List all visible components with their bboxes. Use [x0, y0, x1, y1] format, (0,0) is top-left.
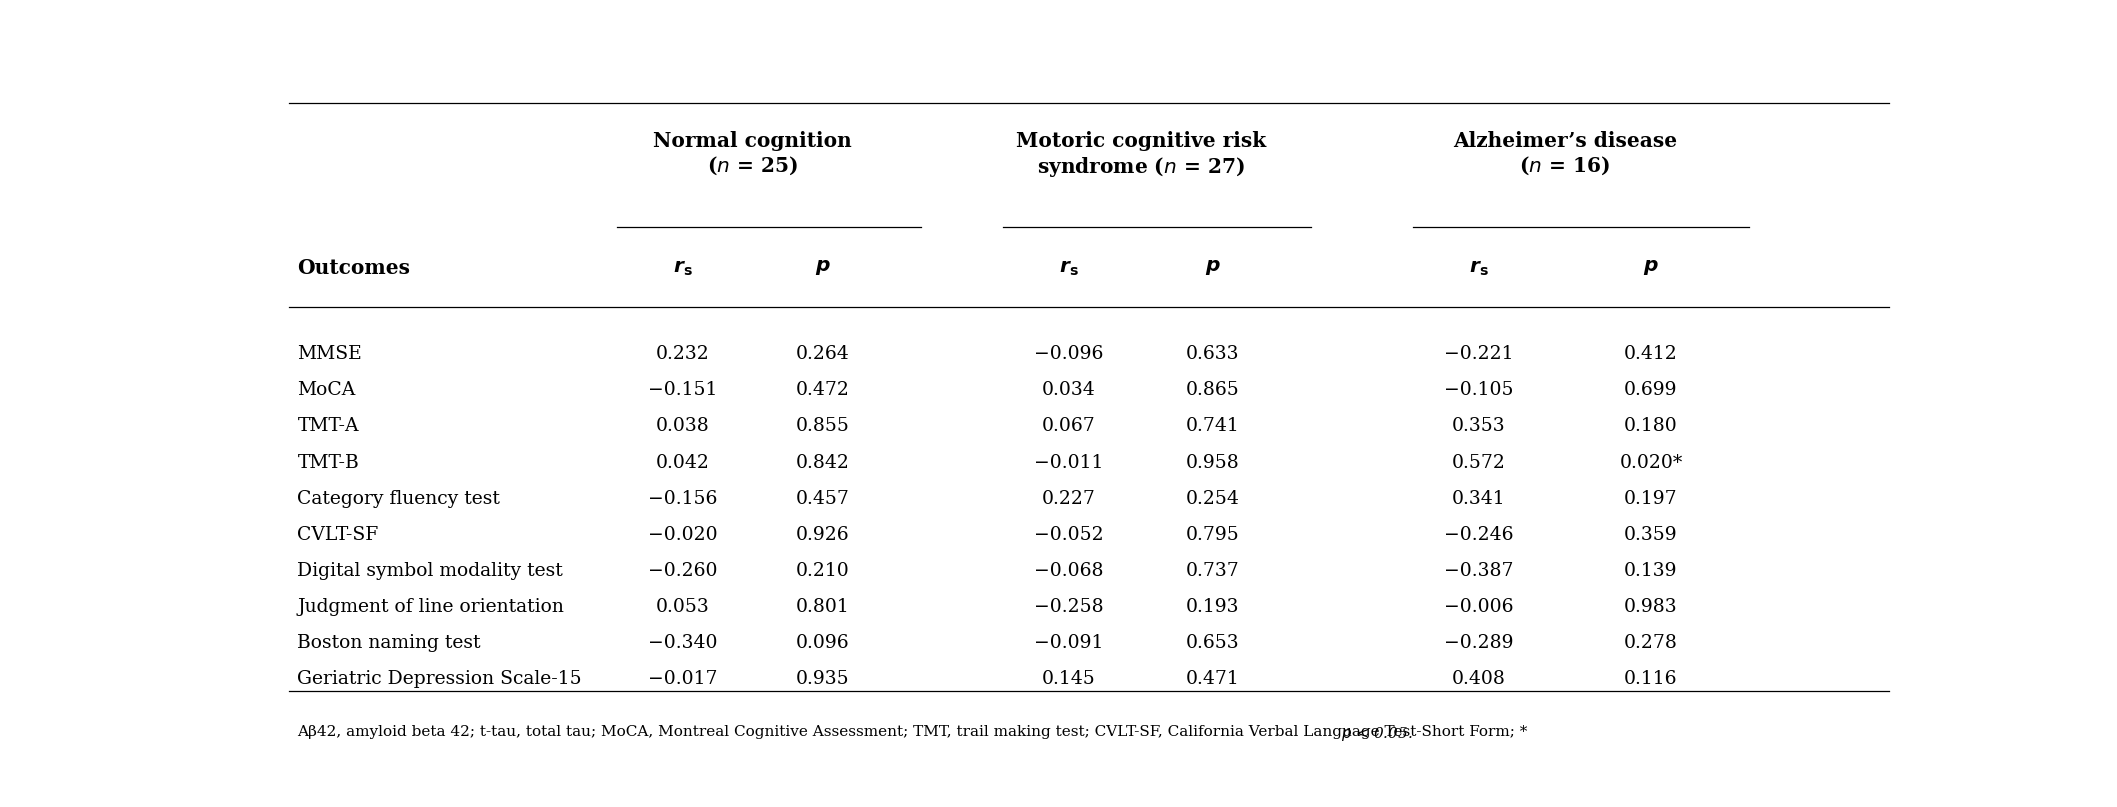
Text: 0.193: 0.193: [1186, 598, 1241, 616]
Text: $\bfit{p}$: $\bfit{p}$: [815, 258, 830, 278]
Text: Boston naming test: Boston naming test: [296, 633, 481, 652]
Text: −0.246: −0.246: [1444, 525, 1514, 544]
Text: $p$ < 0.05.: $p$ < 0.05.: [1340, 725, 1412, 743]
Text: Category fluency test: Category fluency test: [296, 490, 500, 508]
Text: 0.472: 0.472: [796, 382, 849, 399]
Text: 0.067: 0.067: [1042, 417, 1094, 436]
Text: −0.151: −0.151: [648, 382, 718, 399]
Text: $\bfit{p}$: $\bfit{p}$: [1205, 258, 1222, 278]
Text: 0.359: 0.359: [1624, 525, 1679, 544]
Text: 0.865: 0.865: [1186, 382, 1241, 399]
Text: Digital symbol modality test: Digital symbol modality test: [296, 562, 563, 579]
Text: 0.801: 0.801: [796, 598, 849, 616]
Text: Motoric cognitive risk
syndrome ($n$ = 27): Motoric cognitive risk syndrome ($n$ = 2…: [1016, 131, 1266, 178]
Text: 0.096: 0.096: [796, 633, 849, 652]
Text: 0.197: 0.197: [1624, 490, 1679, 508]
Text: Outcomes: Outcomes: [296, 258, 411, 278]
Text: TMT-B: TMT-B: [296, 454, 360, 471]
Text: $\bfit{r}_\mathbf{s}$: $\bfit{r}_\mathbf{s}$: [1469, 258, 1488, 278]
Text: Geriatric Depression Scale-15: Geriatric Depression Scale-15: [296, 670, 582, 688]
Text: 0.232: 0.232: [656, 345, 709, 363]
Text: 0.983: 0.983: [1624, 598, 1679, 616]
Text: −0.105: −0.105: [1444, 382, 1514, 399]
Text: Normal cognition
($n$ = 25): Normal cognition ($n$ = 25): [654, 131, 853, 177]
Text: −0.091: −0.091: [1033, 633, 1103, 652]
Text: 0.842: 0.842: [796, 454, 849, 471]
Text: 0.741: 0.741: [1186, 417, 1241, 436]
Text: Judgment of line orientation: Judgment of line orientation: [296, 598, 565, 616]
Text: −0.289: −0.289: [1444, 633, 1514, 652]
Text: −0.387: −0.387: [1444, 562, 1514, 579]
Text: −0.017: −0.017: [648, 670, 718, 688]
Text: 0.958: 0.958: [1186, 454, 1241, 471]
Text: 0.935: 0.935: [796, 670, 849, 688]
Text: $\bfit{r}_\mathbf{s}$: $\bfit{r}_\mathbf{s}$: [1058, 258, 1078, 278]
Text: CVLT-SF: CVLT-SF: [296, 525, 379, 544]
Text: 0.264: 0.264: [796, 345, 849, 363]
Text: 0.457: 0.457: [796, 490, 849, 508]
Text: −0.011: −0.011: [1033, 454, 1103, 471]
Text: 0.653: 0.653: [1186, 633, 1241, 652]
Text: 0.278: 0.278: [1624, 633, 1679, 652]
Text: 0.412: 0.412: [1624, 345, 1679, 363]
Text: 0.699: 0.699: [1624, 382, 1679, 399]
Text: 0.020*: 0.020*: [1620, 454, 1683, 471]
Text: TMT-A: TMT-A: [296, 417, 360, 436]
Text: 0.633: 0.633: [1186, 345, 1241, 363]
Text: Aβ42, amyloid beta 42; t-tau, total tau; MoCA, Montreal Cognitive Assessment; TM: Aβ42, amyloid beta 42; t-tau, total tau;…: [296, 725, 1528, 739]
Text: 0.926: 0.926: [796, 525, 849, 544]
Text: 0.042: 0.042: [656, 454, 709, 471]
Text: 0.795: 0.795: [1186, 525, 1241, 544]
Text: Alzheimer’s disease
($n$ = 16): Alzheimer’s disease ($n$ = 16): [1452, 131, 1677, 177]
Text: −0.052: −0.052: [1033, 525, 1103, 544]
Text: 0.116: 0.116: [1624, 670, 1679, 688]
Text: 0.227: 0.227: [1042, 490, 1094, 508]
Text: 0.341: 0.341: [1452, 490, 1505, 508]
Text: 0.139: 0.139: [1624, 562, 1679, 579]
Text: MoCA: MoCA: [296, 382, 356, 399]
Text: −0.221: −0.221: [1444, 345, 1514, 363]
Text: −0.096: −0.096: [1033, 345, 1103, 363]
Text: 0.145: 0.145: [1042, 670, 1094, 688]
Text: −0.260: −0.260: [648, 562, 718, 579]
Text: 0.855: 0.855: [796, 417, 849, 436]
Text: 0.572: 0.572: [1452, 454, 1505, 471]
Text: 0.038: 0.038: [656, 417, 709, 436]
Text: −0.006: −0.006: [1444, 598, 1514, 616]
Text: 0.180: 0.180: [1624, 417, 1679, 436]
Text: −0.156: −0.156: [648, 490, 718, 508]
Text: 0.353: 0.353: [1452, 417, 1505, 436]
Text: 0.254: 0.254: [1186, 490, 1241, 508]
Text: 0.408: 0.408: [1452, 670, 1505, 688]
Text: 0.210: 0.210: [796, 562, 849, 579]
Text: MMSE: MMSE: [296, 345, 362, 363]
Text: $\bfit{r}_\mathbf{s}$: $\bfit{r}_\mathbf{s}$: [673, 258, 692, 278]
Text: $\bfit{p}$: $\bfit{p}$: [1643, 258, 1660, 278]
Text: 0.034: 0.034: [1042, 382, 1094, 399]
Text: 0.471: 0.471: [1186, 670, 1241, 688]
Text: −0.068: −0.068: [1033, 562, 1103, 579]
Text: −0.258: −0.258: [1033, 598, 1103, 616]
Text: 0.053: 0.053: [656, 598, 709, 616]
Text: −0.340: −0.340: [648, 633, 718, 652]
Text: 0.737: 0.737: [1186, 562, 1241, 579]
Text: −0.020: −0.020: [648, 525, 718, 544]
